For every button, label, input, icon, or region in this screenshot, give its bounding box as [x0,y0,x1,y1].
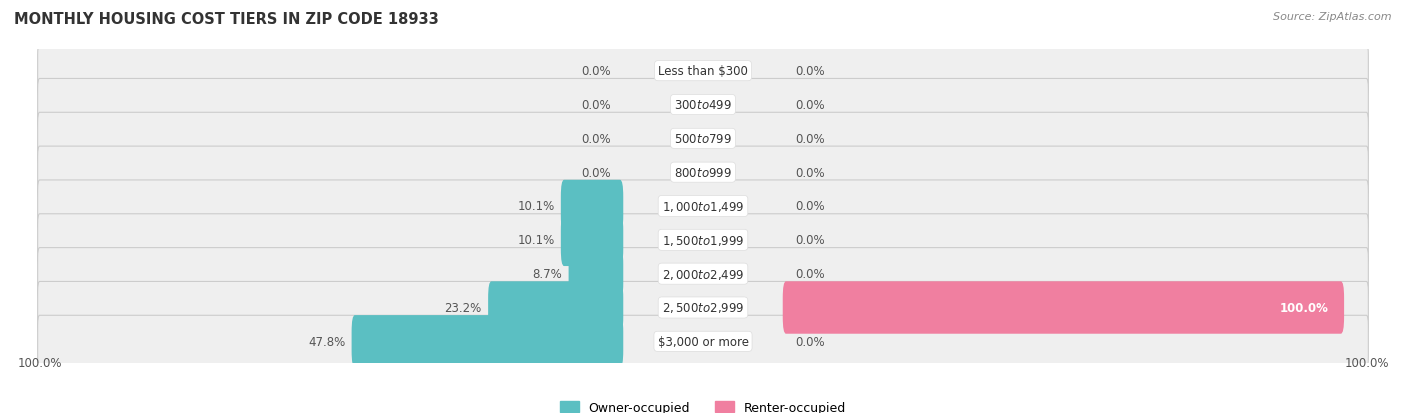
Text: Source: ZipAtlas.com: Source: ZipAtlas.com [1274,12,1392,22]
Text: $3,000 or more: $3,000 or more [658,335,748,348]
FancyBboxPatch shape [38,45,1368,97]
Text: 0.0%: 0.0% [796,200,825,213]
FancyBboxPatch shape [488,282,623,334]
FancyBboxPatch shape [38,79,1368,131]
Text: 100.0%: 100.0% [17,356,62,369]
Text: 0.0%: 0.0% [796,133,825,145]
Text: 23.2%: 23.2% [444,301,482,314]
FancyBboxPatch shape [38,214,1368,266]
Text: 0.0%: 0.0% [796,335,825,348]
Text: 0.0%: 0.0% [796,234,825,247]
FancyBboxPatch shape [38,248,1368,300]
FancyBboxPatch shape [38,316,1368,368]
Text: 10.1%: 10.1% [517,200,554,213]
FancyBboxPatch shape [783,282,1344,334]
Text: 0.0%: 0.0% [581,99,610,112]
FancyBboxPatch shape [568,248,623,300]
FancyBboxPatch shape [38,180,1368,233]
Text: 0.0%: 0.0% [581,166,610,179]
Text: $300 to $499: $300 to $499 [673,99,733,112]
Text: 0.0%: 0.0% [581,65,610,78]
Text: 10.1%: 10.1% [517,234,554,247]
Text: Less than $300: Less than $300 [658,65,748,78]
Text: 8.7%: 8.7% [533,268,562,280]
Text: $2,500 to $2,999: $2,500 to $2,999 [662,301,744,315]
Text: 0.0%: 0.0% [581,133,610,145]
FancyBboxPatch shape [561,180,623,233]
Text: 47.8%: 47.8% [308,335,346,348]
FancyBboxPatch shape [352,316,623,368]
Text: $1,500 to $1,999: $1,500 to $1,999 [662,233,744,247]
Text: 0.0%: 0.0% [796,166,825,179]
Text: $500 to $799: $500 to $799 [673,133,733,145]
Text: MONTHLY HOUSING COST TIERS IN ZIP CODE 18933: MONTHLY HOUSING COST TIERS IN ZIP CODE 1… [14,12,439,27]
Text: $800 to $999: $800 to $999 [673,166,733,179]
Text: 0.0%: 0.0% [796,99,825,112]
Legend: Owner-occupied, Renter-occupied: Owner-occupied, Renter-occupied [560,401,846,413]
FancyBboxPatch shape [38,147,1368,199]
Text: 100.0%: 100.0% [1279,301,1329,314]
Text: 100.0%: 100.0% [1344,356,1389,369]
Text: $2,000 to $2,499: $2,000 to $2,499 [662,267,744,281]
Text: $1,000 to $1,499: $1,000 to $1,499 [662,199,744,214]
Text: 0.0%: 0.0% [796,65,825,78]
FancyBboxPatch shape [38,113,1368,165]
Text: 0.0%: 0.0% [796,268,825,280]
FancyBboxPatch shape [38,282,1368,334]
FancyBboxPatch shape [561,214,623,266]
